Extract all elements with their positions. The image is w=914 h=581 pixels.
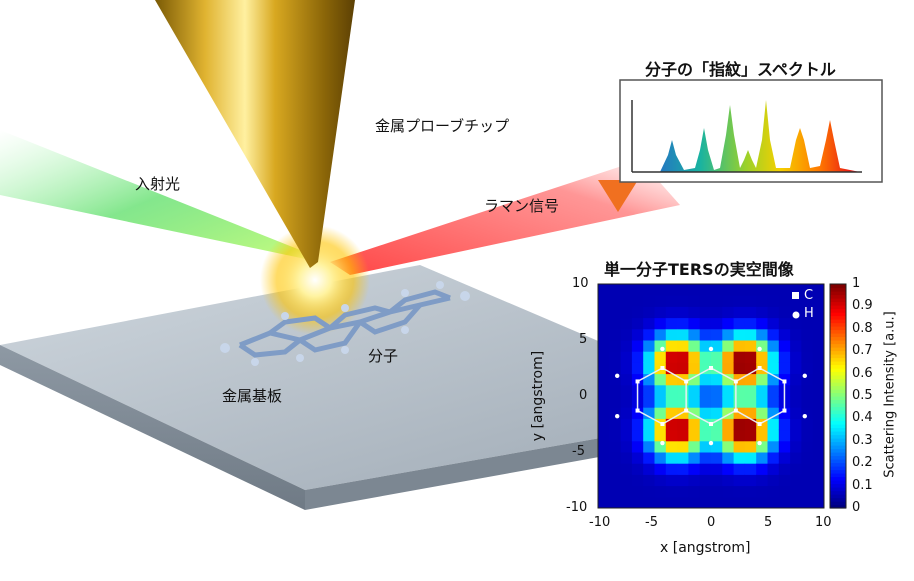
label-metal-tip: 金属プローブチップ: [375, 117, 510, 135]
colorbar-tick: 0.8: [852, 320, 873, 336]
y-tick: -5: [572, 444, 585, 459]
spectrum-title: 分子の「指紋」スペクトル: [645, 60, 836, 79]
incident-beam: [0, 130, 320, 262]
colorbar-tick: 0.3: [852, 432, 873, 448]
colorbar-tick: 0: [852, 500, 861, 515]
probe-tip: [155, 0, 355, 268]
colorbar-tick: 0.7: [852, 343, 873, 359]
substrate-side-left: [0, 345, 305, 510]
legend-h-label: H: [804, 306, 814, 321]
x-tick: 5: [764, 515, 773, 530]
spectrum-curve: [632, 100, 860, 172]
y-tick: -10: [566, 500, 588, 515]
x-tick: 0: [707, 515, 716, 530]
colorbar-tick: 0.1: [852, 477, 873, 493]
label-metal-substrate: 金属基板: [222, 387, 283, 405]
colorbar-tick: 0.4: [852, 410, 873, 426]
label-molecule: 分子: [368, 347, 399, 365]
spectrum-arrow: [598, 180, 638, 212]
label-raman-signal: ラマン信号: [484, 197, 560, 215]
colorbar-tick: 0.2: [852, 455, 873, 471]
legend-c-label: C: [804, 288, 814, 303]
raman-beam: [330, 160, 680, 275]
label-incident-light: 入射光: [135, 175, 181, 193]
substrate-top: [0, 265, 760, 490]
image-title: 単一分子TERSの実空間像: [604, 260, 794, 279]
x-tick: -10: [589, 515, 611, 530]
y-tick: 10: [572, 276, 589, 291]
x-tick: -5: [645, 515, 658, 530]
x-axis-label: x [angstrom]: [660, 540, 751, 556]
y-tick: 5: [579, 332, 588, 347]
x-tick: 10: [815, 515, 832, 530]
colorbar-tick: 0.9: [852, 298, 873, 314]
colorbar-tick: 0.6: [852, 365, 873, 381]
y-tick: 0: [579, 388, 588, 403]
molecule-atoms: [220, 281, 470, 366]
colorbar-label: Scattering Intensity [a.u.]: [882, 311, 898, 478]
y-axis-label: y [angstrom]: [530, 350, 547, 442]
colorbar-tick: 1: [852, 276, 861, 291]
colorbar-tick: 0.5: [852, 388, 873, 403]
molecule: [238, 289, 451, 358]
